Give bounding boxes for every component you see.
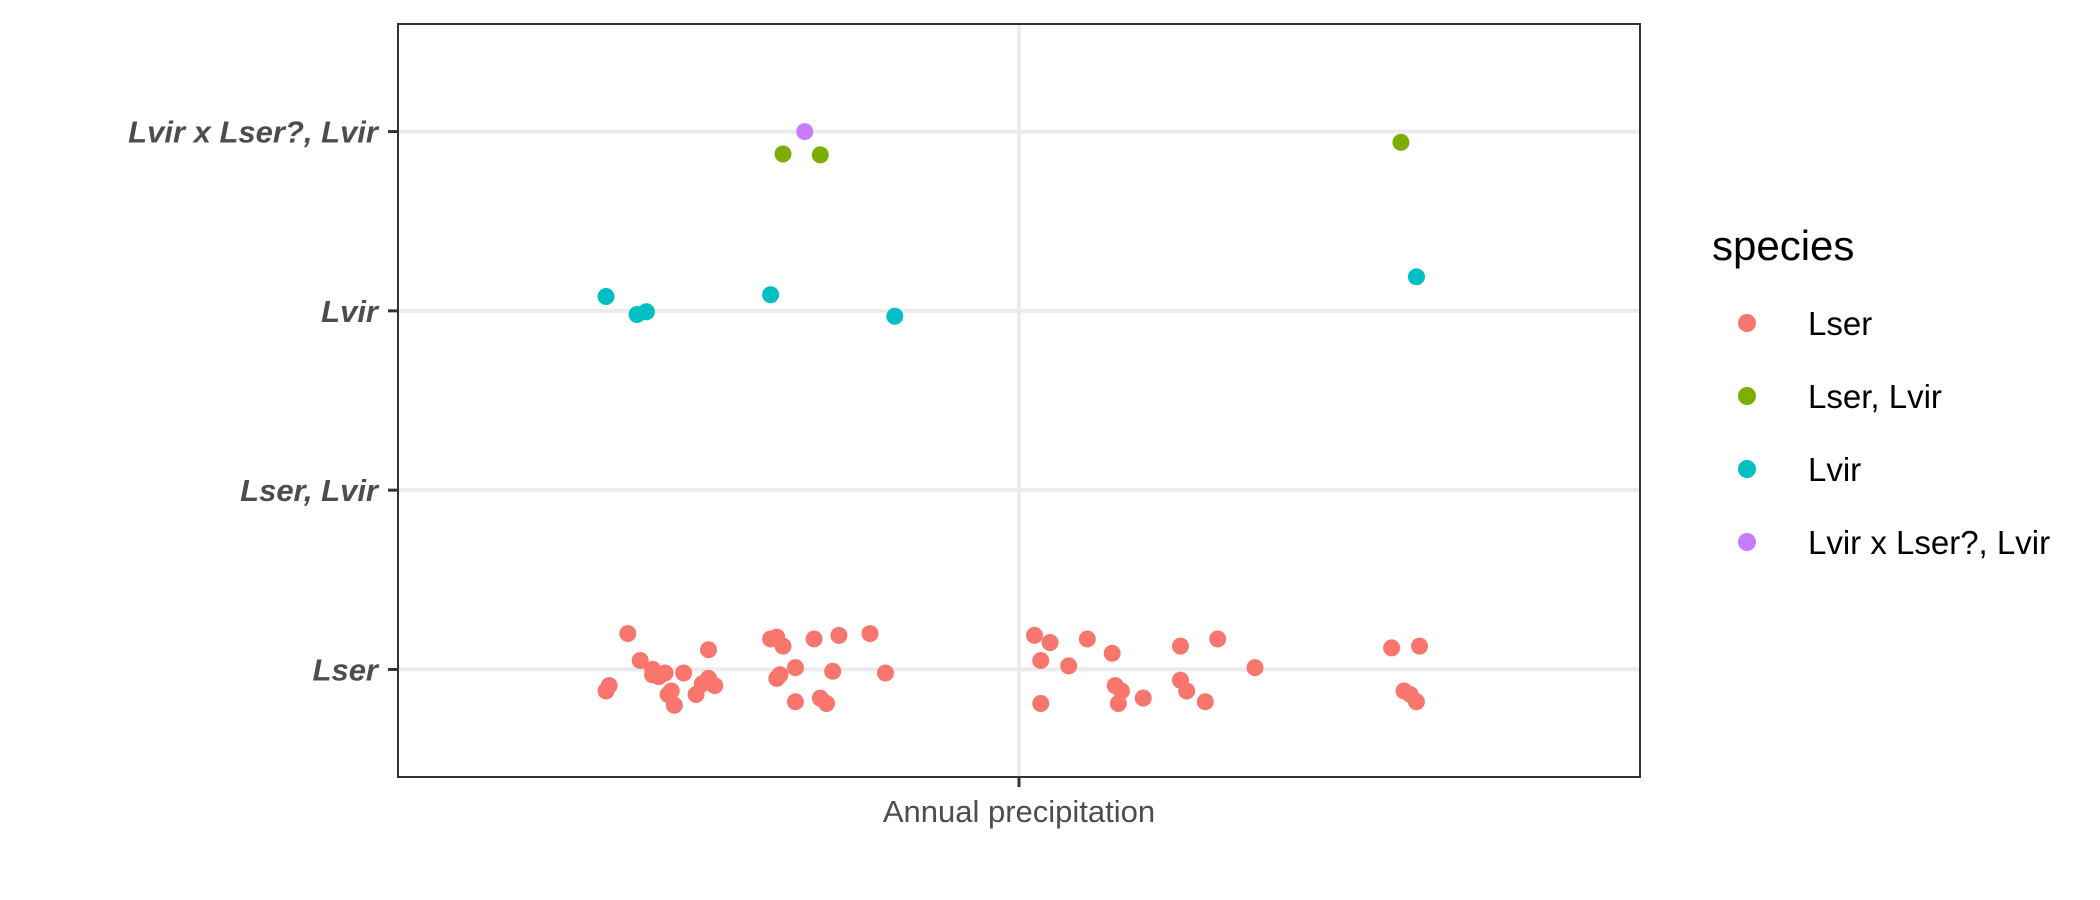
y-tick-label: Lser, Lvir <box>240 473 380 508</box>
data-point <box>1041 634 1059 652</box>
data-point <box>786 659 804 677</box>
data-point <box>786 693 804 711</box>
data-point <box>811 146 829 164</box>
legend-key <box>1738 314 1756 332</box>
data-point <box>805 630 823 648</box>
data-point <box>1392 133 1410 151</box>
data-point <box>656 664 674 682</box>
data-point <box>771 666 789 684</box>
data-point <box>1246 659 1264 677</box>
data-point <box>876 664 894 682</box>
legend-label: Lser <box>1808 305 1872 342</box>
legend-key <box>1738 533 1756 551</box>
data-point <box>1209 630 1227 648</box>
legend-label: Lser, Lvir <box>1808 378 1942 415</box>
data-point <box>1134 689 1152 707</box>
data-point <box>1078 630 1096 648</box>
data-point <box>1060 657 1078 675</box>
x-tick-label: Annual precipitation <box>883 794 1155 829</box>
legend: species Lser Lser, Lvir Lvir Lvir x Lser?, … <box>1712 222 2050 561</box>
x-axis: Annual precipitation <box>883 777 1155 829</box>
data-point <box>774 145 792 163</box>
data-point <box>1383 639 1401 657</box>
data-point <box>597 288 615 306</box>
data-point <box>637 303 655 321</box>
y-tick-label: Lvir x Lser?, Lvir <box>128 115 380 150</box>
data-point <box>774 637 792 655</box>
data-point <box>762 286 780 304</box>
data-point <box>662 682 680 700</box>
data-point <box>824 662 842 680</box>
data-point <box>830 626 848 644</box>
data-point <box>631 651 649 669</box>
data-point <box>675 664 693 682</box>
data-point <box>1407 268 1425 286</box>
data-point <box>1026 626 1044 644</box>
data-point <box>700 641 717 659</box>
data-point <box>1032 694 1050 712</box>
legend-label: Lvir <box>1808 451 1861 488</box>
y-tick-label: Lvir <box>321 294 380 329</box>
data-point <box>817 694 835 712</box>
data-point <box>886 307 904 325</box>
data-point <box>619 625 637 643</box>
data-point <box>1112 682 1130 700</box>
data-point <box>665 696 683 714</box>
data-point <box>861 625 879 643</box>
y-axis: Lser Lser, Lvir Lvir Lvir x Lser?, Lvir <box>128 115 398 687</box>
data-point <box>1103 644 1121 662</box>
data-point <box>1178 682 1196 700</box>
data-points <box>597 123 1429 714</box>
y-tick-label: Lser <box>313 652 380 687</box>
data-point <box>1171 637 1189 655</box>
data-point <box>796 123 814 141</box>
legend-key <box>1738 460 1756 478</box>
data-point <box>706 677 724 695</box>
legend-label: Lvir x Lser?, Lvir <box>1808 524 2050 561</box>
grid <box>398 24 1640 777</box>
data-point <box>600 677 618 695</box>
data-point <box>1411 637 1429 655</box>
data-point <box>1407 693 1425 711</box>
data-point <box>1032 651 1050 669</box>
legend-key <box>1738 387 1756 405</box>
data-point <box>1196 693 1214 711</box>
legend-title: species <box>1712 222 1854 269</box>
